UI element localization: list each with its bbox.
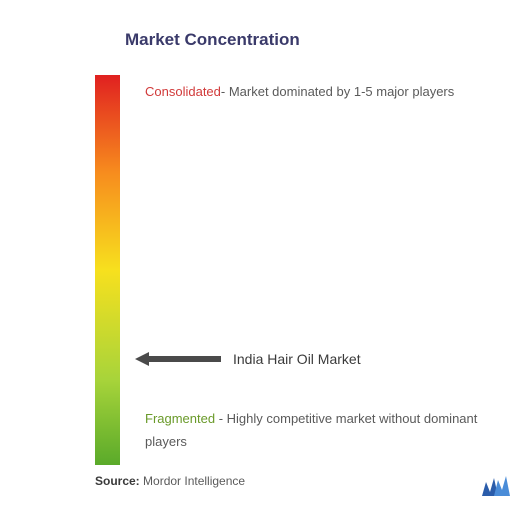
gradient-bar (95, 75, 120, 465)
marker-label: India Hair Oil Market (233, 351, 361, 367)
consolidated-description: - Market dominated by 1-5 major players (221, 84, 454, 99)
page-title: Market Concentration (125, 30, 510, 50)
source-attribution: Source: Mordor Intelligence (95, 474, 245, 488)
source-label: Source: (95, 474, 140, 488)
consolidated-label: Consolidated (145, 84, 221, 99)
fragmented-label: Fragmented (145, 411, 215, 426)
source-value: Mordor Intelligence (140, 474, 245, 488)
fragmented-block: Fragmented - Highly competitive market w… (145, 407, 485, 454)
mordor-logo-icon (480, 474, 512, 498)
consolidated-block: Consolidated- Market dominated by 1-5 ma… (145, 80, 485, 103)
concentration-diagram: Consolidated- Market dominated by 1-5 ma… (95, 75, 510, 465)
market-marker: India Hair Oil Market (135, 350, 361, 368)
arrow-left-icon (135, 350, 221, 368)
